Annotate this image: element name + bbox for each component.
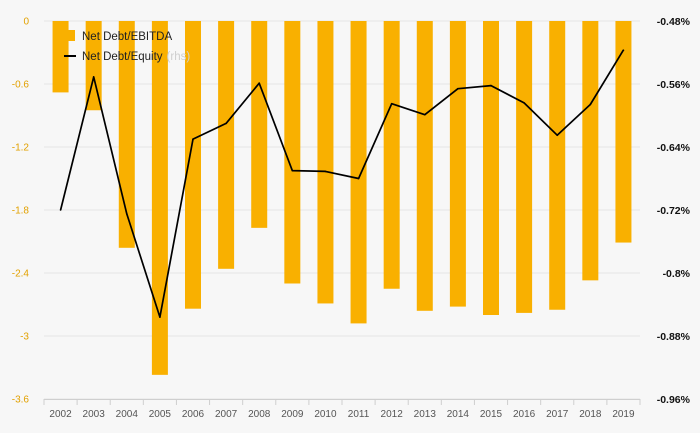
right-tick-label: -0.88%: [657, 331, 691, 343]
x-tick-label: 2016: [513, 409, 536, 420]
x-tick-label: 2012: [381, 409, 404, 420]
bar-2011: [350, 21, 367, 324]
bar-2018: [582, 21, 599, 281]
line-point-2002: [59, 209, 62, 211]
legend-label-line-text: Net Debt/Equity: [82, 51, 163, 63]
bar-2008: [251, 21, 268, 228]
x-tick-label: 2007: [215, 409, 238, 420]
legend-swatch-bar: [65, 30, 75, 41]
legend: Net Debt/EBITDA Net Debt/Equity (rhs): [64, 30, 190, 63]
bar-2010: [317, 21, 334, 304]
bar-2015: [483, 21, 499, 315]
line-point-2018: [589, 103, 592, 106]
x-tick-label: 2014: [447, 409, 470, 420]
left-tick-label: -3: [20, 332, 29, 343]
line-point-2007: [225, 122, 227, 125]
x-tick-label: 2005: [149, 409, 172, 420]
x-tick-label: 2003: [83, 409, 106, 420]
bar-2003: [85, 21, 102, 111]
right-tick-label: -0.72%: [657, 205, 691, 217]
left-tick-label: -1.8: [12, 206, 30, 217]
line-point-2011: [357, 177, 360, 180]
x-tick-label: 2017: [546, 409, 569, 420]
line-point-2012: [390, 102, 393, 105]
x-tick-label: 2018: [579, 409, 602, 420]
x-tick-label: 2013: [414, 409, 437, 420]
line-point-2019: [622, 49, 625, 51]
bar-2009: [284, 21, 301, 284]
line-series: [59, 49, 625, 318]
x-tick-label: 2015: [480, 409, 503, 420]
line-point-2016: [523, 102, 525, 104]
line-point-2009: [291, 169, 294, 172]
x-tick-label: 2010: [314, 409, 337, 420]
x-tick-label: 2011: [348, 409, 370, 420]
bar-2002: [52, 21, 69, 93]
bar-2016: [516, 21, 533, 313]
legend-label-line: Net Debt/Equity (rhs): [82, 51, 190, 63]
bar-2014: [449, 21, 466, 307]
bar-2017: [549, 21, 566, 310]
line-point-2013: [423, 113, 426, 116]
x-tick-label: 2006: [182, 409, 205, 420]
left-tick-label: 0: [23, 17, 29, 28]
line-point-2010: [324, 170, 327, 173]
right-tick-label: -0.56%: [657, 79, 691, 91]
right-tick-label: -0.8%: [663, 268, 691, 280]
bar-series: [52, 21, 632, 375]
line-point-2004: [125, 213, 128, 215]
legend-label-line-suffix: (rhs): [167, 51, 191, 63]
bar-2019: [615, 21, 632, 243]
left-tick-label: -1.2: [12, 143, 30, 154]
legend-label-bar: Net Debt/EBITDA: [82, 31, 172, 43]
x-tick-label: 2009: [281, 409, 304, 420]
line-point-2008: [258, 82, 261, 85]
right-tick-label: -0.96%: [657, 394, 691, 406]
bar-2007: [218, 21, 235, 269]
x-tick-label: 2019: [612, 409, 635, 420]
line-point-2015: [490, 84, 492, 87]
bar-2005: [151, 21, 168, 375]
left-tick-label: -0.6: [12, 80, 30, 91]
line-point-2003: [92, 76, 95, 78]
line-point-2017: [556, 134, 559, 136]
x-tick-label: 2004: [116, 409, 139, 420]
line-point-2014: [457, 87, 459, 90]
bar-2013: [416, 21, 433, 311]
left-tick-label: -2.4: [12, 269, 30, 280]
right-tick-label: -0.64%: [657, 142, 691, 154]
x-tick-label: 2008: [248, 409, 271, 420]
left-tick-label: -3.6: [12, 395, 30, 406]
right-tick-label: -0.48%: [657, 16, 691, 28]
axes: 0 -0.6 -1.2 -1.8 -2.4 -3 -3.6 -0.48% -0.56% -0.64…: [12, 16, 691, 420]
bar-2004: [118, 21, 135, 248]
bar-2006: [185, 21, 201, 309]
bar-2012: [383, 21, 400, 289]
line-net-debt-equity: [59, 49, 625, 318]
line-point-2005: [159, 316, 161, 318]
x-tick-label: 2002: [49, 409, 72, 420]
line-point-2006: [192, 138, 194, 140]
